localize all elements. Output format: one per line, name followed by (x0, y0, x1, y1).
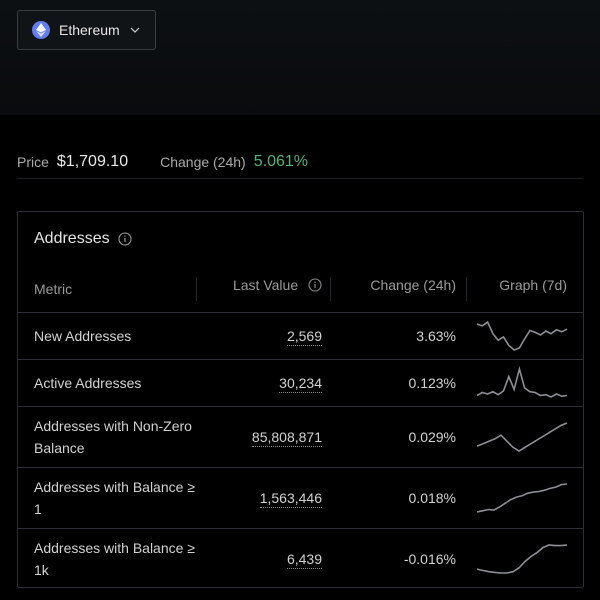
sparkline-graph (477, 365, 568, 398)
sparkline-line (477, 365, 568, 398)
column-header-last-value[interactable]: Last Value (196, 267, 330, 313)
metrics-table: Metric Last Value Change (24h (18, 267, 583, 589)
change-value-cell: 0.018% (330, 467, 466, 529)
ethereum-icon (32, 21, 50, 39)
sparkline-line (477, 482, 568, 513)
metric-name: New Addresses (18, 312, 196, 360)
asset-selector-label: Ethereum (59, 22, 120, 38)
table-row[interactable]: Addresses with Non-Zero Balance 85,808,8… (18, 406, 583, 468)
table-header-row: Metric Last Value Change (24h (18, 267, 583, 313)
last-value[interactable]: 6,439 (286, 550, 322, 569)
column-header-graph[interactable]: Graph (7d) (466, 267, 583, 313)
table-row[interactable]: Active Addresses 30,234 0.123% (18, 359, 583, 407)
addresses-panel: Addresses Metric Last Value (17, 211, 584, 588)
sparkline-line (477, 421, 568, 452)
change-value-cell: 0.123% (330, 359, 466, 407)
change-value: 5.061% (253, 153, 308, 170)
sparkline-line (477, 543, 568, 574)
sparkline-graph (477, 320, 568, 351)
change-value-cell: 3.63% (330, 312, 466, 360)
metric-name: Active Addresses (18, 359, 196, 407)
last-value[interactable]: 30,234 (279, 374, 322, 393)
sparkline-graph (477, 421, 568, 452)
table-row[interactable]: Addresses with Balance ≥ 1 1,563,446 0.0… (18, 467, 583, 529)
sparkline-line (477, 320, 568, 351)
last-value[interactable]: 85,808,871 (251, 428, 322, 447)
change-value-cell: -0.016% (403, 550, 456, 567)
price-summary: Price $1,709.10 Change (24h) 5.061% (17, 146, 583, 179)
table-row[interactable]: Addresses with Balance ≥ 1k 6,439 -0.016… (18, 528, 583, 589)
info-icon[interactable] (118, 232, 132, 246)
sparkline-graph (477, 543, 568, 574)
chevron-down-icon (130, 27, 140, 33)
sparkline-graph (477, 482, 568, 513)
change-label: Change (24h) (160, 154, 246, 170)
metric-name: Addresses with Balance ≥ 1k (34, 539, 195, 578)
price-label: Price (17, 154, 49, 170)
last-value[interactable]: 2,569 (286, 327, 322, 346)
panel-title: Addresses (34, 230, 132, 248)
asset-selector[interactable]: Ethereum (17, 10, 156, 50)
price-value: $1,709.10 (56, 153, 129, 170)
metric-name: Addresses with Non-Zero Balance (18, 406, 196, 468)
metric-name: Addresses with Balance ≥ 1 (18, 467, 196, 529)
column-header-metric[interactable]: Metric (18, 267, 196, 313)
table-row[interactable]: New Addresses 2,569 3.63% (18, 312, 583, 360)
info-icon[interactable] (308, 278, 322, 295)
panel-title-text: Addresses (34, 230, 110, 247)
column-header-change[interactable]: Change (24h) (330, 267, 466, 313)
change-value-cell: 0.029% (330, 406, 466, 468)
last-value[interactable]: 1,563,446 (259, 489, 322, 508)
